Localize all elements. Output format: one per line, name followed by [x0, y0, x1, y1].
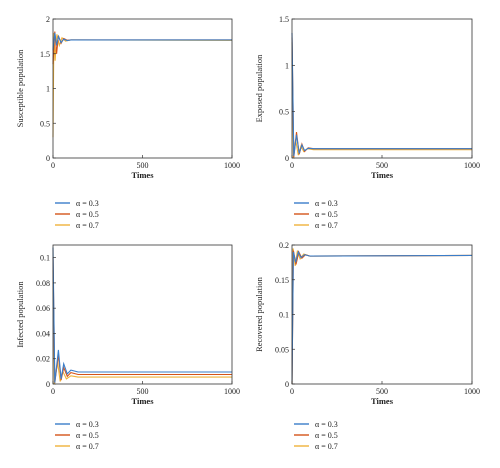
series-line-susceptible-2 — [52, 32, 233, 138]
series-line-infected-2 — [52, 270, 232, 385]
series-line-infected-0 — [52, 247, 232, 383]
series-line-susceptible-1 — [52, 31, 232, 65]
x-axis-label: Times — [371, 396, 394, 406]
panel-infected: 0 0.02 0.04 0.06 0.08 0.1 0 500 1000 Times Infecte… — [15, 244, 240, 451]
series-line-exposed-0 — [291, 32, 472, 157]
legend-label: α = 0.3 — [315, 420, 338, 429]
y-axis-label: Susceptible population — [15, 49, 25, 127]
y-tick-label: 0.5 — [40, 119, 50, 128]
series-line-susceptible-0 — [52, 32, 232, 51]
x-tick-label: 500 — [137, 161, 149, 170]
x-tick-label: 0 — [290, 387, 294, 396]
series-line-recovered-0 — [291, 250, 473, 385]
x-tick-label: 0 — [51, 161, 55, 170]
legend-label: α = 0.7 — [315, 442, 338, 451]
y-tick-label: 0.2 — [279, 241, 289, 250]
y-tick-label: 1 — [46, 85, 50, 94]
series-line-exposed-1 — [291, 37, 472, 158]
x-tick-label: 1000 — [464, 387, 480, 396]
legend-label: α = 0.3 — [315, 199, 338, 208]
x-tick-label: 0 — [51, 387, 55, 396]
legend-label: α = 0.3 — [76, 199, 99, 208]
x-tick-label: 0 — [290, 161, 294, 170]
legend-label: α = 0.5 — [315, 210, 338, 219]
legend-label: α = 0.7 — [315, 221, 338, 230]
y-tick-label: 0.02 — [36, 355, 50, 364]
x-tick-label: 1000 — [464, 161, 480, 170]
legend: α = 0.3 α = 0.5 α = 0.7 — [294, 199, 338, 230]
y-tick-label: 0 — [46, 380, 50, 389]
y-tick-label: 0.5 — [279, 108, 289, 117]
y-tick-label: 1 — [285, 61, 289, 70]
panel-exposed: 0 0.5 1 1.5 0 500 1000 Times Exposed population α… — [254, 15, 480, 230]
x-tick-label: 1000 — [224, 161, 240, 170]
y-tick-label: 0.05 — [275, 345, 289, 354]
y-tick-label: 0.06 — [36, 304, 50, 313]
y-tick-label: 0.1 — [279, 311, 289, 320]
y-axis-label: Recovered population — [254, 276, 264, 352]
legend-label: α = 0.7 — [76, 442, 99, 451]
y-tick-label: 1.5 — [279, 15, 289, 24]
y-axis-label: Exposed population — [254, 54, 264, 123]
y-tick-label: 0 — [46, 154, 50, 163]
series-line-recovered-1 — [291, 250, 473, 385]
x-tick-label: 500 — [376, 161, 388, 170]
panel-recovered: 0 0.05 0.1 0.15 0.2 0 500 1000 Times Recovered po… — [254, 241, 480, 451]
panel-susceptible: 0 0.5 1 1.5 2 0 500 1000 Times Susceptible popula… — [15, 15, 240, 230]
y-tick-label: 0.04 — [36, 329, 50, 338]
legend: α = 0.3 α = 0.5 α = 0.7 — [55, 420, 99, 451]
plot-frame — [291, 18, 473, 159]
legend-label: α = 0.5 — [76, 210, 99, 219]
y-axis-label: Infected population — [15, 281, 25, 348]
legend-label: α = 0.7 — [76, 221, 99, 230]
legend-label: α = 0.5 — [315, 431, 338, 440]
x-axis-label: Times — [131, 170, 154, 180]
series-line-infected-1 — [52, 257, 232, 383]
y-tick-label: 0.15 — [275, 276, 289, 285]
x-axis-label: Times — [131, 396, 154, 406]
x-tick-label: 1000 — [224, 387, 240, 396]
x-tick-label: 500 — [137, 387, 149, 396]
plot-frame — [52, 244, 233, 385]
y-tick-label: 0 — [285, 380, 289, 389]
y-tick-label: 0 — [285, 154, 289, 163]
legend: α = 0.3 α = 0.5 α = 0.7 — [294, 420, 338, 451]
x-axis-label: Times — [371, 170, 394, 180]
y-tick-label: 0.1 — [40, 254, 50, 263]
x-tick-label: 500 — [376, 387, 388, 396]
y-tick-label: 1.5 — [40, 50, 50, 59]
y-tick-label: 0.08 — [36, 279, 50, 288]
plot-frame — [291, 244, 473, 385]
legend-label: α = 0.5 — [76, 431, 99, 440]
legend-label: α = 0.3 — [76, 420, 99, 429]
series-line-recovered-2 — [291, 248, 473, 385]
y-tick-label: 2 — [46, 15, 50, 24]
series-line-exposed-2 — [291, 42, 472, 159]
legend: α = 0.3 α = 0.5 α = 0.7 — [55, 199, 99, 230]
